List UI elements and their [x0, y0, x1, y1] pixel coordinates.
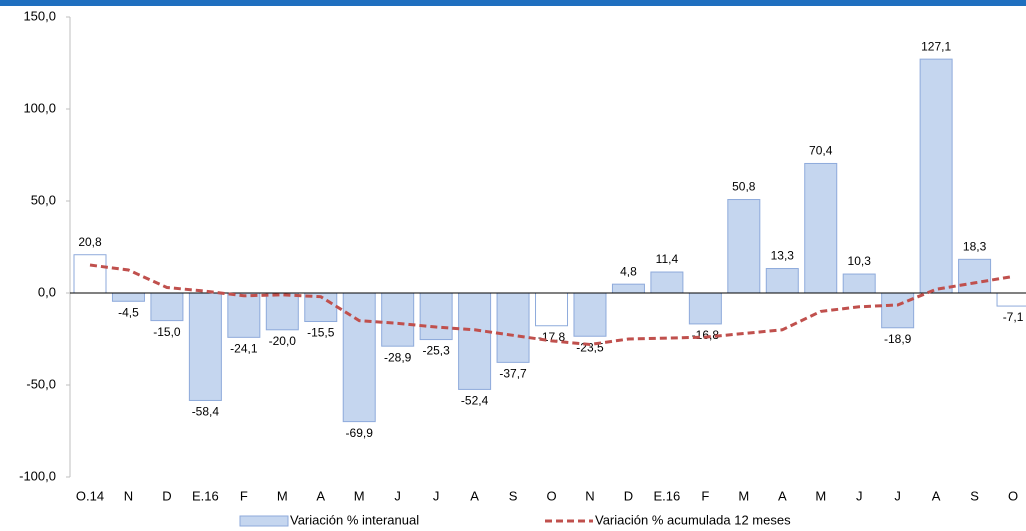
bar [688, 292, 722, 325]
bar [573, 292, 607, 337]
data-label: 4,8 [620, 264, 637, 278]
bar [650, 271, 684, 294]
x-tick-label: M [738, 488, 749, 503]
data-label: -7,1 [1003, 310, 1024, 324]
data-label: -15,5 [307, 326, 335, 340]
x-tick-label: F [240, 488, 248, 503]
bar [227, 292, 261, 338]
x-tick-label: J [433, 488, 440, 503]
x-tick-label: F [701, 488, 709, 503]
y-tick-label: -50,0 [26, 376, 56, 391]
data-label: 13,3 [771, 249, 795, 263]
line [89, 263, 1014, 347]
bar [765, 268, 799, 294]
y-tick-label: -100,0 [19, 468, 56, 483]
data-label: 50,8 [732, 180, 756, 194]
x-tick-label: M [354, 488, 365, 503]
x-tick-label: J [856, 488, 863, 503]
x-tick-label: A [778, 488, 787, 503]
data-label: -37,7 [499, 367, 527, 381]
data-label: -15,0 [153, 325, 181, 339]
bar [496, 292, 530, 363]
data-label: -25,3 [422, 344, 450, 358]
x-tick-label: A [932, 488, 941, 503]
bar [381, 292, 415, 347]
bar [727, 199, 761, 294]
bar [73, 254, 107, 294]
x-tick-label: J [894, 488, 901, 503]
x-tick-label: S [509, 488, 518, 503]
x-tick-label: S [970, 488, 979, 503]
bar [958, 258, 992, 294]
data-label: 70,4 [809, 144, 833, 158]
x-tick-label: E.16 [192, 488, 219, 503]
bar [458, 292, 492, 390]
bar [265, 292, 299, 331]
x-tick-label: O [546, 488, 556, 503]
legend-swatch [239, 515, 289, 527]
x-tick-label: O [1008, 488, 1018, 503]
x-tick-label: N [124, 488, 133, 503]
bar [188, 292, 222, 401]
data-label: -28,9 [384, 350, 412, 364]
data-label: -58,4 [192, 405, 220, 419]
x-tick-label: M [277, 488, 288, 503]
bar [996, 292, 1026, 307]
x-tick-label: D [162, 488, 171, 503]
x-tick-label: N [585, 488, 594, 503]
data-label: -18,9 [884, 332, 912, 346]
data-label: -4,5 [118, 305, 139, 319]
data-label: 20,8 [78, 235, 102, 249]
legend-label: Variación % interanual [290, 512, 419, 527]
bar [535, 292, 569, 327]
bar [919, 58, 953, 294]
x-tick-label: O.14 [76, 488, 104, 503]
data-label: -69,9 [346, 426, 374, 440]
bar [881, 292, 915, 329]
data-label: 127,1 [921, 39, 951, 53]
x-tick-label: A [316, 488, 325, 503]
y-tick-label: 150,0 [23, 8, 56, 23]
data-label: -52,4 [461, 394, 489, 408]
x-tick-label: D [624, 488, 633, 503]
bar [842, 273, 876, 294]
bar [611, 283, 645, 294]
data-label: 10,3 [848, 254, 872, 268]
bar [419, 292, 453, 341]
x-tick-label: E.16 [654, 488, 681, 503]
data-label: 11,4 [656, 252, 679, 266]
header-strip [0, 0, 1026, 6]
data-label: -20,0 [269, 334, 297, 348]
y-tick-label: 0,0 [38, 284, 56, 299]
x-tick-label: M [815, 488, 826, 503]
bar [804, 162, 838, 294]
data-label: -24,1 [230, 342, 258, 356]
x-tick-label: A [470, 488, 479, 503]
bar [111, 292, 145, 302]
data-label: 18,3 [963, 239, 987, 253]
y-tick-label: 100,0 [23, 100, 56, 115]
bar [150, 292, 184, 322]
y-tick-label: 50,0 [31, 192, 56, 207]
x-tick-label: J [394, 488, 401, 503]
legend-label: Variación % acumulada 12 meses [595, 512, 791, 527]
